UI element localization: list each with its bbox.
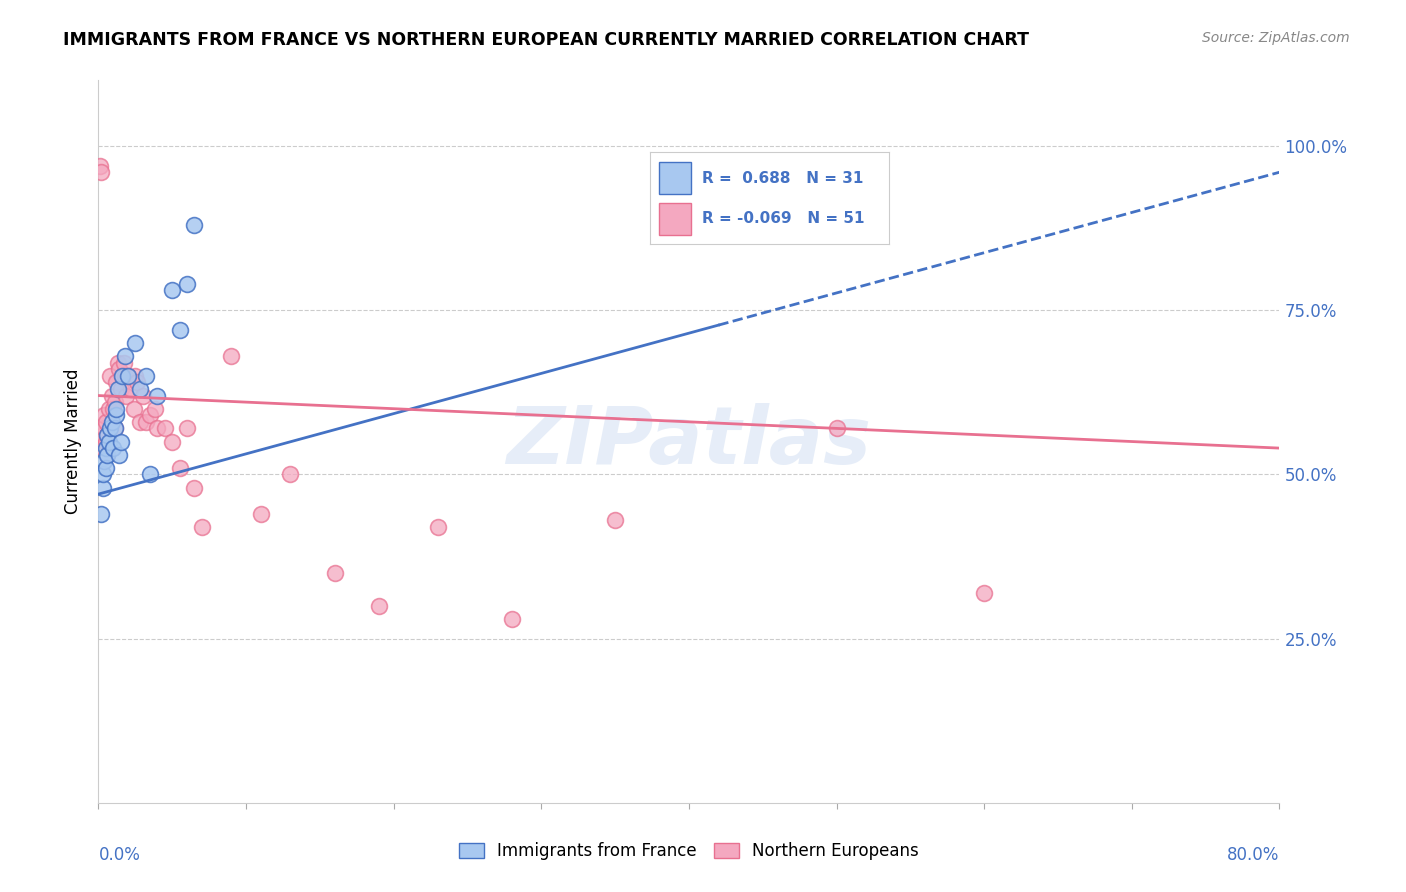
Point [108,362,131,376]
Point [280,467,302,482]
Point [104,421,127,435]
Text: Source: ZipAtlas.com: Source: ZipAtlas.com [1202,31,1350,45]
Point [91,481,114,495]
Point [162,434,183,449]
Point [221,349,243,363]
Point [100,415,122,429]
Point [122,401,145,416]
Point [98,368,121,383]
Point [103,401,125,416]
Point [114,368,136,383]
Point [176,421,198,435]
Text: R = -0.069   N = 51: R = -0.069 N = 51 [703,211,865,227]
Point [427,520,450,534]
Point [111,368,134,383]
Point [169,323,191,337]
Point [128,382,150,396]
Point [94,415,117,429]
Point [103,441,125,455]
Point [93,409,115,423]
Point [135,415,157,429]
Text: R =  0.688   N = 31: R = 0.688 N = 31 [703,170,863,186]
Point [110,382,132,396]
Point [146,421,169,435]
Point [132,388,155,402]
Bar [659,202,690,235]
Point [169,460,191,475]
Point [117,368,139,383]
Point [648,224,671,238]
Point [104,395,127,409]
Point [176,277,198,291]
Point [162,284,183,298]
Point [94,460,117,475]
Point [115,388,138,402]
Point [108,448,131,462]
Point [183,218,205,232]
Point [96,428,118,442]
Point [105,401,128,416]
Point [825,421,848,435]
Point [93,421,115,435]
Point [89,159,111,173]
Text: 0.0%: 0.0% [98,847,141,864]
Point [117,368,139,383]
Point [605,513,627,527]
Point [183,481,205,495]
Text: 80.0%: 80.0% [1227,847,1279,864]
Point [139,409,162,423]
Point [91,428,114,442]
Point [191,520,214,534]
Point [143,401,166,416]
Point [105,376,128,390]
Point [91,467,114,482]
Point [139,467,162,482]
Point [135,368,157,383]
Point [368,599,391,613]
Point [97,401,120,416]
Point [91,441,114,455]
Point [153,421,176,435]
Point [110,434,132,449]
Point [124,368,146,383]
Point [98,421,121,435]
Point [104,421,127,435]
Point [90,507,112,521]
Point [120,382,142,396]
Point [125,376,148,390]
Point [97,434,120,449]
Point [100,388,122,402]
Point [96,448,118,462]
Point [107,382,129,396]
Bar [659,161,690,194]
Point [94,434,117,449]
Point [107,356,129,370]
Point [250,507,273,521]
Text: ZIPatlas: ZIPatlas [506,402,872,481]
Point [114,349,136,363]
Legend: Immigrants from France, Northern Europeans: Immigrants from France, Northern Europea… [453,836,925,867]
Point [146,388,169,402]
Y-axis label: Currently Married: Currently Married [65,368,83,515]
Point [94,441,117,455]
Point [96,428,118,442]
Point [105,409,128,423]
Point [124,336,146,351]
Point [973,585,995,599]
Point [501,612,523,626]
Point [112,356,135,370]
Point [93,454,115,468]
Text: IMMIGRANTS FROM FRANCE VS NORTHERN EUROPEAN CURRENTLY MARRIED CORRELATION CHART: IMMIGRANTS FROM FRANCE VS NORTHERN EUROP… [63,31,1029,49]
Point [111,368,134,383]
Point [90,165,112,179]
Point [128,415,150,429]
Point [96,448,118,462]
Point [323,566,346,580]
